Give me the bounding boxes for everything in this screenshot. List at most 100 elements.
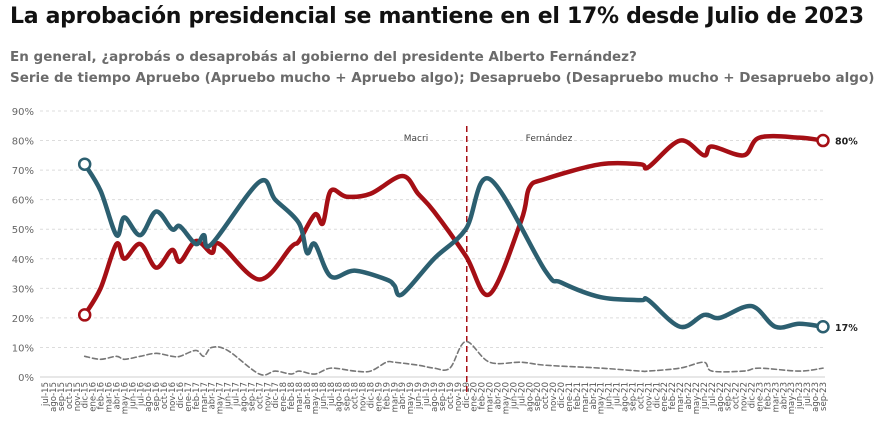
y-tick-label: 20%: [12, 314, 34, 325]
x-tick-label: oct-19: [446, 382, 456, 409]
x-tick-label: ago-16: [144, 382, 154, 412]
end-label-apruebo: 17%: [835, 323, 858, 334]
x-tick-label: nov-18: [359, 382, 369, 411]
x-tick-label: may-22: [692, 382, 702, 414]
x-tick-label: ago-15: [49, 382, 59, 412]
end-marker-desapruebo: [816, 133, 830, 148]
x-tick-label: mar-17: [200, 382, 210, 412]
x-tick-label: may-19: [406, 382, 416, 414]
y-tick-label: 80%: [12, 137, 34, 148]
x-tick-label: jun-21: [605, 382, 615, 410]
x-tick-label: abr-16: [112, 382, 122, 409]
x-tick-label: dic-21: [652, 382, 662, 408]
x-tick-label: mar-19: [390, 382, 400, 412]
x-tick-label: feb-23: [763, 382, 773, 410]
x-tick-label: sep-15: [57, 382, 67, 411]
x-tick-label: ene-18: [279, 382, 289, 412]
x-tick-label: feb-16: [97, 382, 107, 410]
x-tick-label: ene-20: [470, 382, 480, 412]
x-tick-label: ene-23: [755, 382, 765, 412]
x-tick-label: ago-23: [811, 382, 821, 412]
x-tick-label: jun-20: [509, 382, 519, 410]
x-tick-label: oct-21: [636, 382, 646, 409]
x-tick-label: may-18: [311, 382, 321, 414]
x-tick-label: oct-22: [732, 382, 742, 409]
annotation-macri: Macri: [404, 134, 428, 144]
x-tick-label: jun-23: [795, 382, 805, 410]
x-tick-label: dic-18: [366, 382, 376, 408]
x-tick-label: jul-16: [136, 382, 146, 407]
x-tick-label: may-17: [216, 382, 226, 414]
x-tick-label: dic-20: [557, 382, 567, 408]
x-tick-label: sep-17: [247, 382, 257, 411]
x-tick-label: sep-16: [152, 382, 162, 411]
x-tick-label: feb-19: [382, 382, 392, 410]
x-tick-label: dic-17: [271, 382, 281, 408]
x-tick-label: oct-18: [351, 382, 361, 409]
x-tick-label: jul-18: [327, 382, 337, 407]
x-tick-label: ene-19: [374, 382, 384, 412]
x-tick-label: mar-23: [771, 382, 781, 412]
x-tick-label: nov-17: [263, 382, 273, 411]
x-tick-label: ene-22: [660, 382, 670, 412]
x-tick-label: mar-18: [295, 382, 305, 412]
x-tick-label: oct-15: [65, 382, 75, 409]
series-line-apruebo: [82, 161, 826, 330]
x-tick-label: mar-22: [676, 382, 686, 412]
y-tick-label: 40%: [12, 255, 34, 266]
x-tick-label: jul-22: [708, 382, 718, 407]
x-tick-label: jul-21: [613, 382, 623, 407]
x-tick-label: abr-22: [684, 382, 694, 409]
x-tick-label: oct-17: [255, 382, 265, 409]
x-tick-label: may-21: [597, 382, 607, 414]
x-tick-label: ago-19: [430, 382, 440, 412]
y-tick-label: 70%: [12, 166, 34, 177]
x-tick-label: dic-19: [462, 382, 472, 408]
x-tick-label: ago-17: [239, 382, 249, 412]
x-tick-label: abr-17: [208, 382, 218, 409]
x-tick-label: sep-19: [438, 382, 448, 411]
x-tick-label: feb-22: [668, 382, 678, 410]
x-tick-label: jun-19: [414, 382, 424, 410]
x-tick-label: ene-21: [565, 382, 575, 412]
x-tick-label: jul-15: [41, 382, 51, 407]
x-tick-label: may-16: [120, 382, 130, 414]
x-tick-label: ago-22: [716, 382, 726, 412]
end-label-desapruebo: 80%: [835, 137, 858, 148]
x-tick-label: ene-17: [184, 382, 194, 412]
x-tick-label: jun-17: [224, 382, 234, 410]
y-tick-label: 30%: [12, 284, 34, 295]
x-tick-label: dic-16: [176, 382, 186, 408]
x-tick-label: sep-21: [628, 382, 638, 411]
y-tick-label: 50%: [12, 225, 34, 236]
y-tick-label: 10%: [12, 343, 34, 354]
x-tick-label: jun-16: [128, 382, 138, 410]
x-tick-label: ene-16: [89, 382, 99, 412]
start-marker-apruebo: [77, 157, 92, 171]
x-tick-label: feb-20: [478, 382, 488, 410]
x-tick-label: dic-22: [748, 382, 758, 408]
chart-subtitle-question: En general, ¿aprobás o desaprobás al gob…: [10, 49, 637, 65]
x-tick-label: jul-19: [422, 382, 432, 407]
series-line-desapruebo: [82, 133, 826, 318]
x-tick-label: sep-20: [533, 382, 543, 411]
start-marker-desapruebo: [77, 308, 92, 322]
x-tick-label: nov-21: [644, 382, 654, 411]
x-tick-label: jul-17: [232, 382, 242, 407]
x-tick-label: abr-21: [589, 382, 599, 409]
x-tick-label: sep-18: [343, 382, 353, 411]
x-tick-label: dic-15: [81, 382, 91, 408]
x-tick-label: ago-18: [335, 382, 345, 412]
x-tick-label: oct-16: [160, 382, 170, 409]
x-tick-label: sep-23: [819, 382, 829, 411]
x-tick-label: ago-21: [621, 382, 631, 412]
x-tick-label: feb-17: [192, 382, 202, 410]
x-tick-label: may-20: [501, 382, 511, 414]
x-tick-label: jul-20: [517, 382, 527, 407]
x-tick-label: mar-16: [105, 382, 115, 412]
x-tick-label: abr-20: [494, 382, 504, 409]
x-tick-label: feb-21: [573, 382, 583, 410]
x-tick-label: nov-15: [73, 382, 83, 411]
annotation-fernandez: Fernández: [526, 134, 573, 144]
